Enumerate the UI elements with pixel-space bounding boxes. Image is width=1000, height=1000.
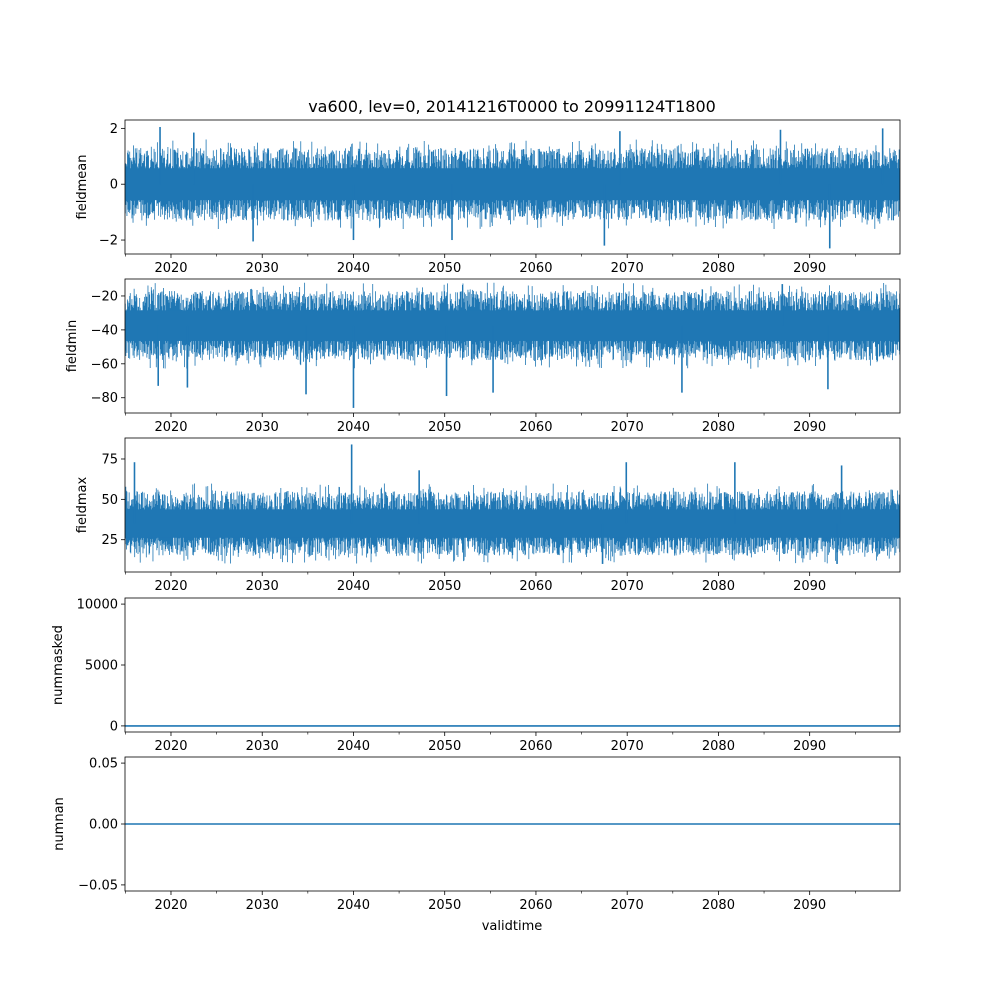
y-tick-label: 2 [110,122,118,137]
y-tick-label: 0 [110,719,118,734]
y-tick-label: 0.05 [89,757,118,772]
x-tick-label: 2050 [428,579,461,594]
series-core [125,509,900,538]
x-tick-label: 2040 [337,579,370,594]
y-tick-label: −2 [99,234,118,249]
y-axis-label: numnan [52,797,67,851]
axes-frame [124,278,901,414]
x-tick-label: 2020 [154,579,187,594]
x-tick-label: 2020 [154,739,187,754]
x-tick-label: 2060 [519,261,552,276]
x-tick-label: 2040 [337,739,370,754]
x-tick-label: 2050 [428,420,461,435]
y-axis-label: nummasked [51,625,66,705]
x-tick-label: 2040 [337,261,370,276]
subplot-fieldmax: 25 50 75 2020 2030 2040 2050 2060 2070 2080 2090 fi… [75,437,901,594]
x-tick-label: 2090 [793,739,826,754]
x-tick-label: 2060 [519,579,552,594]
y-tick-label: −40 [91,323,118,338]
x-tick-label: 2070 [611,739,644,754]
x-tick-label: 2030 [246,261,279,276]
x-tick-label: 2080 [702,261,735,276]
series-core [125,310,900,341]
x-axis-label: validtime [482,919,543,934]
y-tick-label: 0.00 [89,818,118,833]
x-tick-label: 2040 [337,898,370,913]
x-tick-label: 2070 [611,420,644,435]
y-tick-label: −0.05 [78,878,118,893]
x-tick-label: 2050 [428,898,461,913]
y-tick-label: 75 [101,452,118,467]
x-tick-label: 2090 [793,579,826,594]
x-tick-label: 2070 [611,579,644,594]
y-axis-label: fieldmin [65,320,80,373]
x-tick-label: 2060 [519,739,552,754]
x-tick-label: 2080 [702,898,735,913]
series-core [125,168,900,201]
subplot-nummasked: 0 5000 10000 2020 2030 2040 2050 2060 2070 2080 20… [51,598,901,754]
x-tick-label: 2070 [611,898,644,913]
x-tick-label: 2090 [793,420,826,435]
x-tick-label: 2080 [702,420,735,435]
x-tick-label: 2050 [428,739,461,754]
subplot-fieldmin: −80 −60 −40 −20 2020 2030 2040 2050 2060 2070 2080… [65,278,901,435]
x-tick-label: 2090 [793,898,826,913]
x-tick-label: 2030 [246,420,279,435]
x-tick-label: 2070 [611,261,644,276]
x-tick-label: 2090 [793,261,826,276]
y-tick-label: −60 [91,357,118,372]
y-tick-label: 25 [101,533,118,548]
y-tick-label: 5000 [85,659,118,674]
subplot-fieldmean: −2 0 2 2020 2030 2040 2050 2060 2070 2080 2090 fiel… [75,119,901,276]
x-tick-label: 2080 [702,739,735,754]
x-tick-label: 2080 [702,579,735,594]
x-tick-label: 2040 [337,420,370,435]
chart-title: va600, lev=0, 20141216T0000 to 20991124T… [308,97,716,116]
x-tick-label: 2020 [154,261,187,276]
y-tick-label: −20 [91,289,118,304]
x-tick-label: 2030 [246,898,279,913]
x-tick-label: 2060 [519,898,552,913]
x-tick-label: 2030 [246,579,279,594]
y-tick-label: 10000 [77,598,118,613]
axes-frame [124,119,901,255]
y-tick-label: −80 [91,391,118,406]
y-tick-label: 50 [101,493,118,508]
y-axis-label: fieldmean [75,155,90,220]
x-tick-label: 2050 [428,261,461,276]
x-tick-label: 2020 [154,420,187,435]
x-tick-label: 2060 [519,420,552,435]
x-tick-label: 2020 [154,898,187,913]
axes-frame [124,437,901,573]
y-axis-label: fieldmax [75,477,90,534]
x-tick-label: 2030 [246,739,279,754]
y-tick-label: 0 [110,178,118,193]
subplot-numnan: −0.05 0.00 0.05 2020 2030 2040 2050 2060 2070 208… [52,757,901,913]
